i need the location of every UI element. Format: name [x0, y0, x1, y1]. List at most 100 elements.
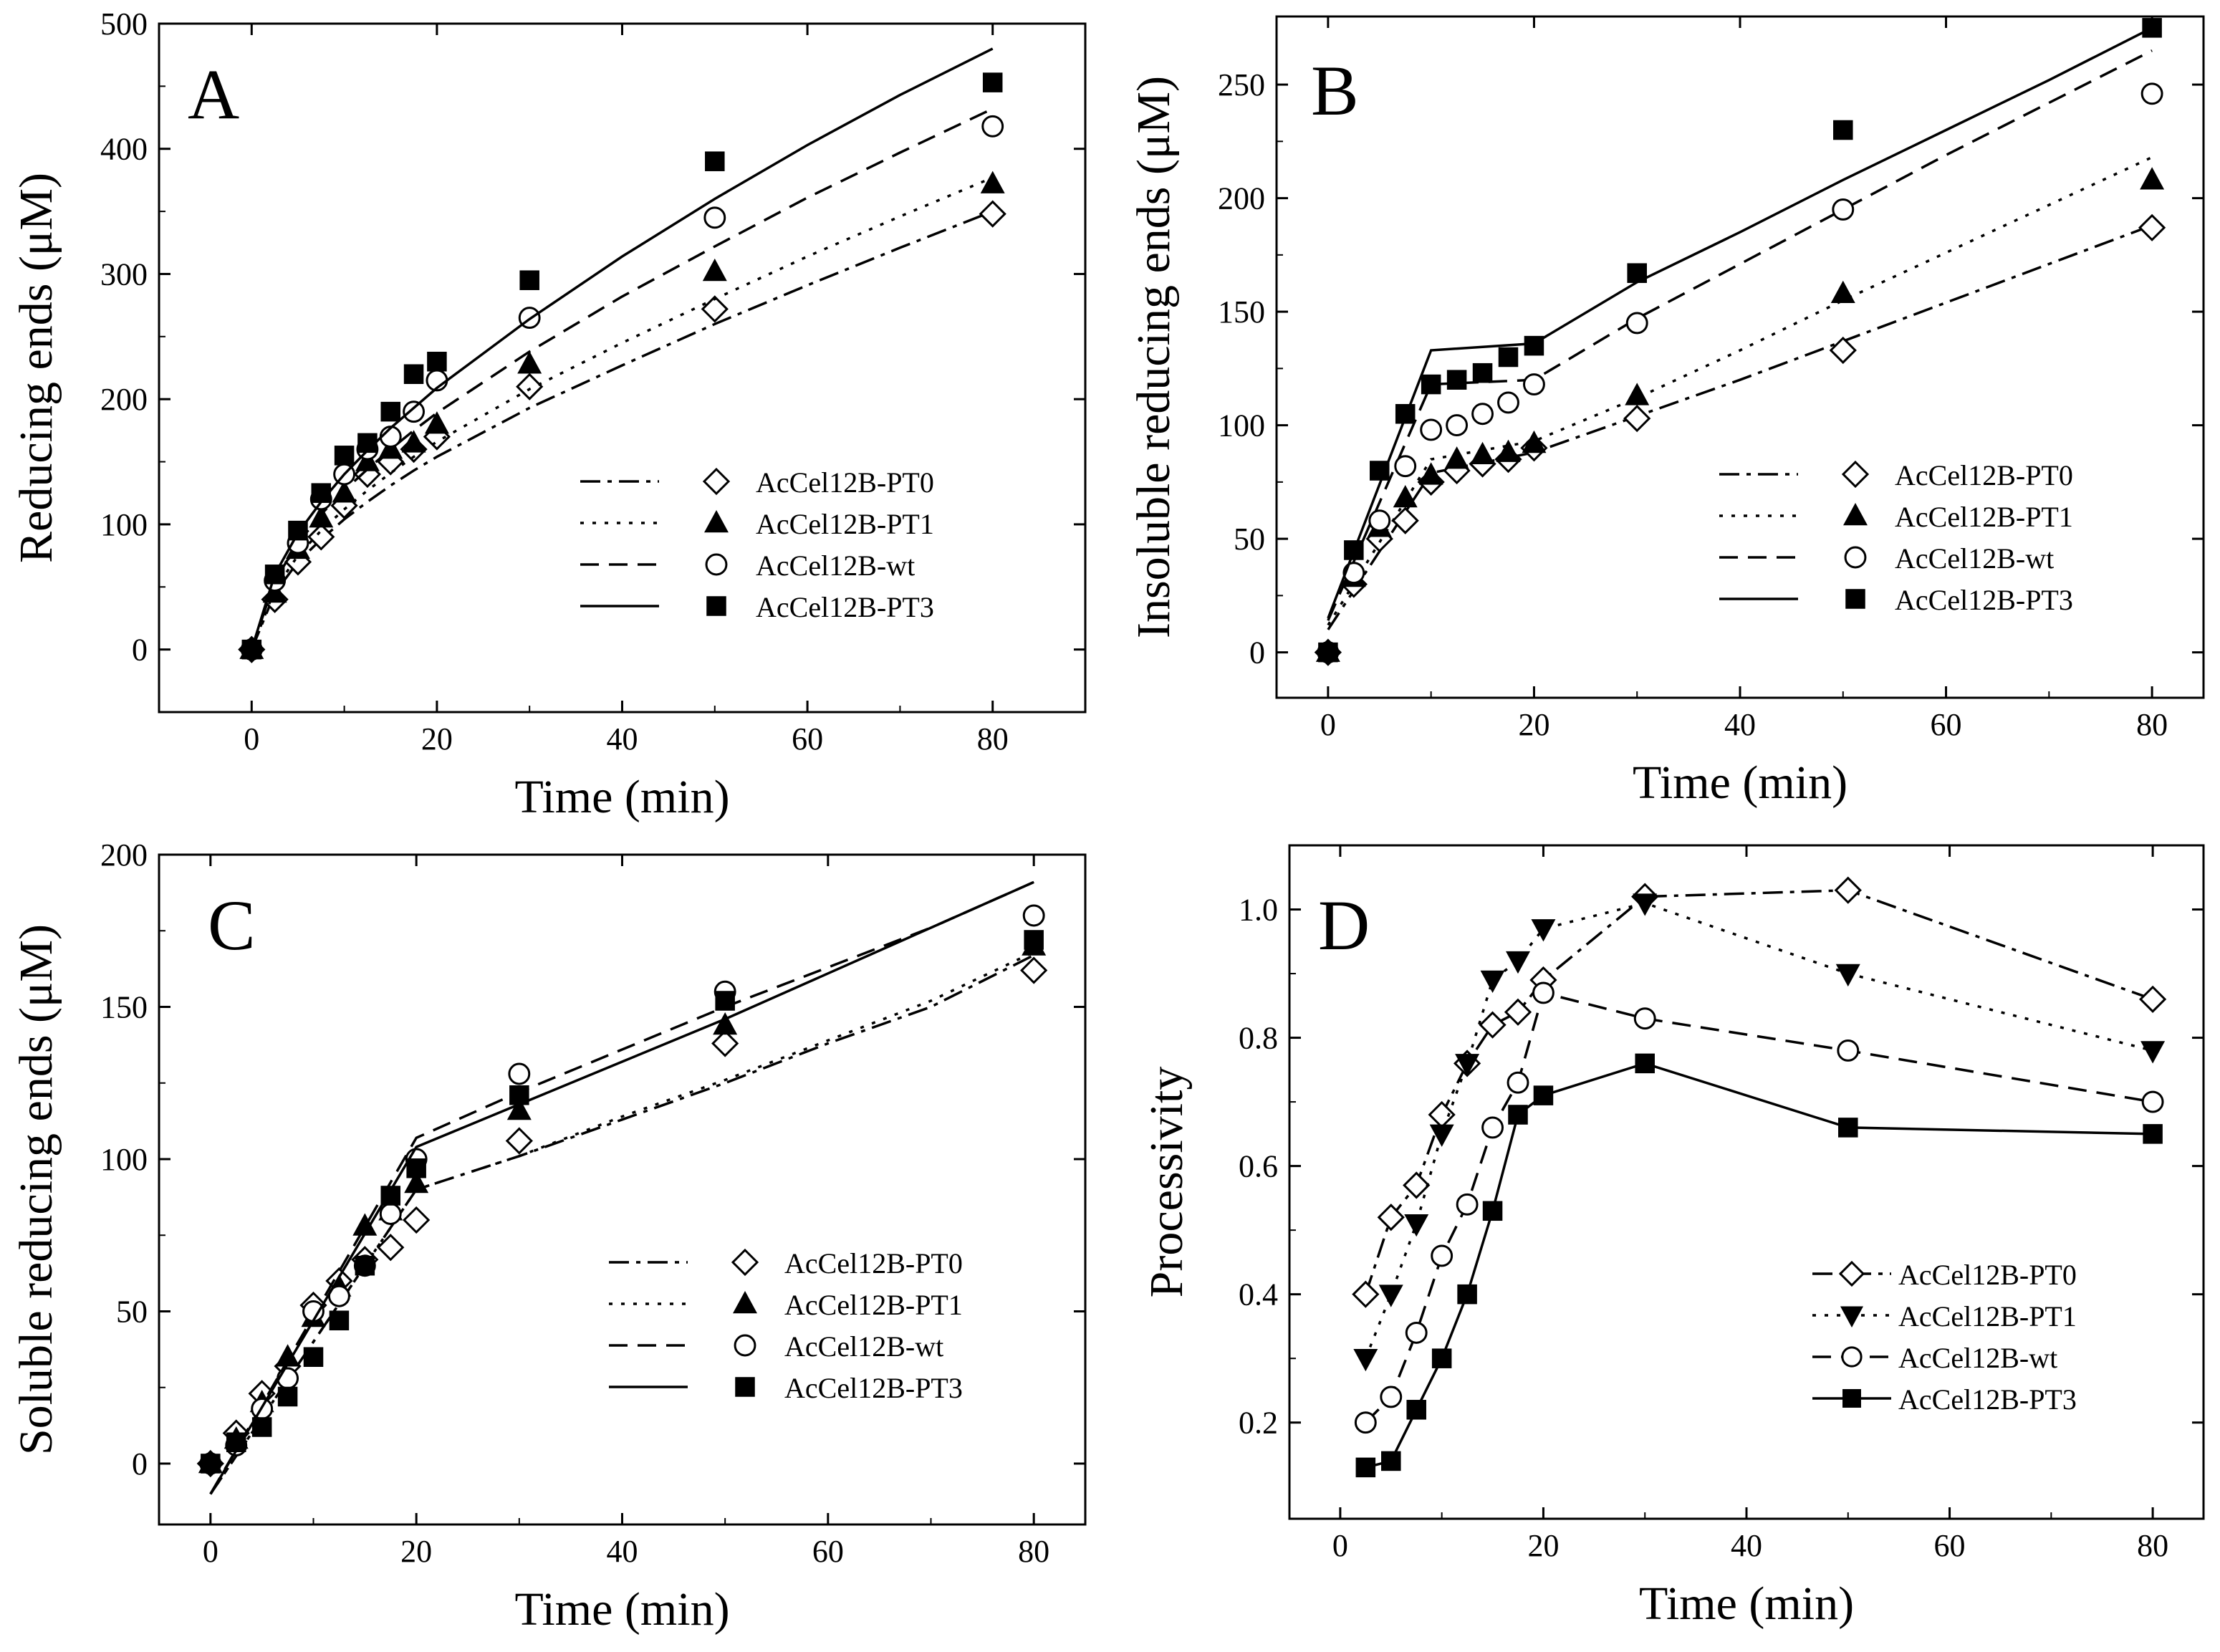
- data-point: [2140, 1041, 2166, 1064]
- data-point: [508, 1062, 531, 1085]
- x-tick-label: 80: [2136, 707, 2168, 742]
- data-point: [2138, 213, 2166, 241]
- legend-label: AcCel12B-PT3: [756, 591, 934, 623]
- y-tick-label: 0.4: [1239, 1277, 1278, 1312]
- data-point: [379, 1203, 402, 1225]
- series-AcCel12B-PT3: [241, 47, 1003, 660]
- data-point: [1377, 1204, 1405, 1231]
- chart-panel-C: 0 20 40 60 80 0 50 100 150 200 Time (min) Soluble r…: [10, 837, 1087, 1636]
- y-tick-label: 100: [100, 1142, 148, 1177]
- data-point: [1507, 1071, 1529, 1094]
- data-point: [731, 1248, 759, 1277]
- series-AcCel12B-PT0: [196, 954, 1048, 1495]
- y-tick-label: 0.2: [1239, 1406, 1278, 1441]
- data-point: [1431, 1244, 1453, 1267]
- y-axis-title: Insoluble reducing ends (μM): [1128, 76, 1180, 638]
- x-tick-label: 40: [1731, 1528, 1762, 1563]
- y-axis-title: Soluble reducing ends (μM): [10, 924, 62, 1455]
- fit-line: [1327, 27, 2153, 619]
- data-point: [1352, 1280, 1380, 1308]
- data-point: [1471, 403, 1494, 426]
- x-tick-label: 20: [400, 1534, 432, 1569]
- x-tick-label: 0: [244, 721, 259, 757]
- data-point: [1446, 370, 1467, 390]
- data-point: [1456, 1193, 1479, 1216]
- x-axis-title: Time (min): [1639, 1577, 1854, 1630]
- data-point: [1342, 562, 1365, 585]
- data-point: [1635, 1053, 1655, 1074]
- y-tick-label: 100: [1218, 408, 1265, 443]
- y-tick-label: 0.8: [1239, 1021, 1278, 1056]
- data-point: [357, 433, 378, 453]
- chart-panel-B: 0 20 40 60 80 0 50 100 150 200 250 Time (min) Insolu…: [1128, 15, 2205, 809]
- y-tick-label: 400: [100, 132, 148, 167]
- data-point: [1479, 1011, 1507, 1039]
- data-point: [403, 400, 426, 423]
- data-point: [1832, 198, 1855, 221]
- data-point: [1844, 546, 1867, 569]
- data-point: [2140, 167, 2165, 190]
- data-point: [1531, 919, 1556, 942]
- data-point: [517, 351, 542, 374]
- data-point: [1428, 1100, 1456, 1129]
- y-tick-label: 200: [100, 837, 148, 873]
- data-point: [713, 1012, 738, 1035]
- data-point: [2138, 985, 2167, 1013]
- x-tick-label: 0: [1332, 1528, 1348, 1563]
- series-AcCel12B-PT1: [239, 171, 1005, 659]
- y-tick-label: 1.0: [1239, 893, 1278, 928]
- panel-label: D: [1318, 885, 1370, 965]
- y-tick-label: 150: [1218, 294, 1265, 330]
- data-point: [1523, 373, 1545, 395]
- data-point: [288, 520, 308, 541]
- x-axis-title: Time (min): [514, 771, 729, 823]
- series-line: [1364, 901, 2153, 1359]
- legend: AcCel12B-PT0 AcCel12B-PT1 AcCel12B-wt AcCel…: [580, 466, 934, 623]
- data-point: [1845, 589, 1865, 609]
- data-point: [979, 200, 1006, 228]
- y-axis-title: Processivity: [1140, 1067, 1193, 1298]
- data-point: [1829, 336, 1857, 365]
- x-tick-label: 0: [203, 1534, 218, 1569]
- data-point: [1837, 1039, 1860, 1062]
- x-tick-label: 40: [607, 721, 638, 757]
- fit-line: [1327, 49, 2153, 621]
- data-point: [1368, 509, 1391, 532]
- data-point: [1370, 461, 1390, 481]
- data-point: [1498, 347, 1519, 368]
- data-point: [1841, 460, 1870, 489]
- x-tick-label: 40: [607, 1534, 638, 1569]
- y-tick-label: 0: [132, 1446, 148, 1481]
- data-point: [1522, 430, 1547, 453]
- data-point: [1633, 893, 1658, 916]
- data-point: [702, 258, 727, 282]
- data-point: [1470, 441, 1495, 465]
- data-point: [1625, 312, 1648, 335]
- legend-label: AcCel12B-wt: [1898, 1342, 2057, 1374]
- data-point: [1378, 1284, 1403, 1307]
- data-point: [1391, 506, 1419, 534]
- x-tick-label: 60: [792, 721, 823, 757]
- legend: AcCel12B-PT0 AcCel12B-PT1 AcCel12B-wt AcCel…: [1812, 1259, 2077, 1416]
- data-point: [277, 1386, 298, 1407]
- fit-line: [209, 951, 1034, 1495]
- y-tick-label: 0: [132, 633, 148, 668]
- data-point: [1625, 383, 1650, 405]
- series-AcCel12B-PT3: [1318, 18, 2162, 663]
- data-point: [334, 446, 355, 466]
- data-point: [1354, 1411, 1377, 1434]
- y-tick-label: 300: [100, 256, 148, 292]
- data-point: [307, 523, 335, 551]
- data-point: [1457, 1284, 1477, 1305]
- panel-label: C: [208, 885, 256, 965]
- legend-label: AcCel12B-PT1: [1898, 1300, 2077, 1332]
- data-point: [1421, 374, 1441, 395]
- legend-label: AcCel12B-PT1: [756, 508, 934, 540]
- data-point: [1840, 1306, 1864, 1328]
- data-point: [2143, 1124, 2163, 1144]
- x-tick-label: 80: [977, 721, 1009, 757]
- data-point: [1353, 1348, 1378, 1372]
- data-point: [705, 553, 728, 576]
- series-AcCel12B-PT1: [1353, 893, 2166, 1372]
- data-point: [505, 1127, 533, 1155]
